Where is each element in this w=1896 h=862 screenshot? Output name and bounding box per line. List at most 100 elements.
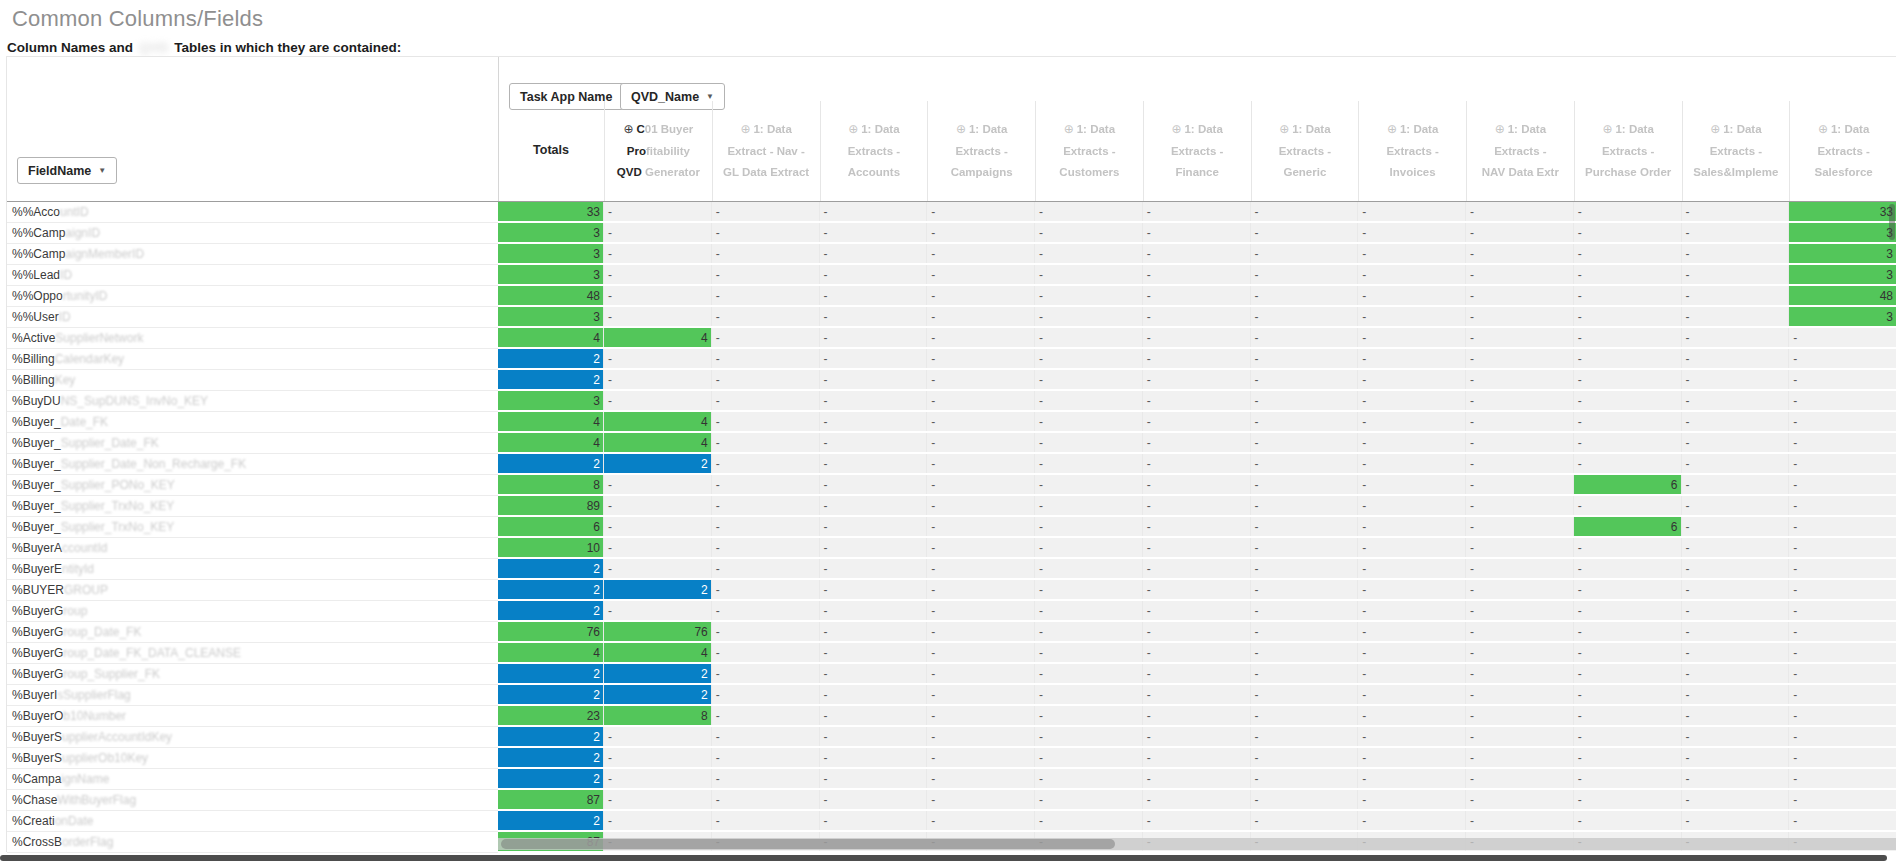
empty-cell: - <box>1143 433 1251 454</box>
fieldname-cell[interactable]: %CreationDate <box>7 811 498 832</box>
app-column-header-2[interactable]: ⊕1: DataExtract - Nav -GL Data Extract <box>712 101 820 201</box>
empty-cell: - <box>1682 454 1790 475</box>
app-column-header-3[interactable]: ⊕1: DataExtracts -Accounts <box>820 101 928 201</box>
fieldname-cell[interactable]: %%LeadID <box>7 265 498 286</box>
fieldname-cell[interactable]: %ActiveSupplierNetwork <box>7 328 498 349</box>
fieldname-cell[interactable]: %BillingCalendarKey <box>7 349 498 370</box>
empty-cell: - <box>820 244 928 265</box>
empty-cell: - <box>712 307 820 328</box>
horizontal-scrollbar-track[interactable] <box>498 838 1896 850</box>
fieldname-cell[interactable]: %BuyerGroup_Date_FK <box>7 622 498 643</box>
fieldname-visible-text: %%User <box>12 310 59 324</box>
empty-cell: - <box>1466 307 1574 328</box>
empty-cell: - <box>1143 664 1251 685</box>
app-column-header-11[interactable]: ⊕1: DataExtracts -Sales&Impleme <box>1682 101 1790 201</box>
value-cell: 76 <box>604 622 712 643</box>
fieldname-cell[interactable]: %ChaseWithBuyerFlag <box>7 790 498 811</box>
empty-cell: - <box>1035 412 1143 433</box>
empty-cell: - <box>1466 664 1574 685</box>
expand-plus-icon[interactable]: ⊕ <box>1495 122 1505 136</box>
empty-cell: - <box>1789 706 1896 727</box>
vertical-scrollbar-thumb[interactable] <box>1889 204 1895 240</box>
expand-plus-icon[interactable]: ⊕ <box>1279 122 1289 136</box>
expand-plus-icon[interactable]: ⊕ <box>1710 122 1720 136</box>
empty-cell: - <box>1251 286 1359 307</box>
fieldname-cell[interactable]: %Buyer_Supplier_TrxNo_KEY <box>7 496 498 517</box>
fieldname-cell[interactable]: %%AccountID <box>7 202 498 223</box>
app-column-header-6[interactable]: ⊕1: DataExtracts -Finance <box>1143 101 1251 201</box>
app-column-header-7[interactable]: ⊕1: DataExtracts -Generic <box>1251 101 1359 201</box>
empty-cell: - <box>927 811 1035 832</box>
horizontal-scrollbar-thumb[interactable] <box>501 839 1115 849</box>
table-row: %ActiveSupplierNetwork44----------- <box>7 328 1896 349</box>
expand-plus-icon[interactable]: ⊕ <box>848 122 858 136</box>
empty-cell: - <box>1251 685 1359 706</box>
empty-cell: - <box>820 391 928 412</box>
fieldname-cell[interactable]: %Buyer_Date_FK <box>7 412 498 433</box>
expand-plus-icon[interactable]: ⊕ <box>1171 122 1181 136</box>
empty-cell: - <box>1789 538 1896 559</box>
app-column-header-5[interactable]: ⊕1: DataExtracts -Customers <box>1035 101 1143 201</box>
empty-cell: - <box>1035 433 1143 454</box>
empty-cell: - <box>1251 727 1359 748</box>
fieldname-cell[interactable]: %Buyer_Supplier_PONo_KEY <box>7 475 498 496</box>
totals-cell: 3 <box>498 307 604 328</box>
fieldname-cell[interactable]: %BuyDUNS_SupDUNS_InvNo_KEY <box>7 391 498 412</box>
fieldname-cell[interactable]: %BuyerOb10Number <box>7 706 498 727</box>
fieldname-cell[interactable]: %%CampaignMemberID <box>7 244 498 265</box>
empty-cell: - <box>1251 769 1359 790</box>
expand-plus-icon[interactable]: ⊕ <box>1602 122 1612 136</box>
fieldname-cell[interactable]: %BuyerAccountId <box>7 538 498 559</box>
app-column-header-4[interactable]: ⊕1: DataExtracts -Campaigns <box>927 101 1035 201</box>
empty-cell: - <box>1466 265 1574 286</box>
expand-plus-icon[interactable]: ⊕ <box>1387 122 1397 136</box>
empty-cell: - <box>1574 433 1682 454</box>
app-column-header-10[interactable]: ⊕1: DataExtracts -Purchase Order <box>1574 101 1682 201</box>
expand-plus-icon[interactable]: ⊕ <box>623 122 633 136</box>
empty-cell: - <box>604 517 712 538</box>
fieldname-cell[interactable]: %BuyerSupplierOb10Key <box>7 748 498 769</box>
column-header-text: Extracts - <box>955 145 1007 157</box>
empty-cell: - <box>1682 622 1790 643</box>
value-cell: 2 <box>604 664 712 685</box>
fieldname-cell[interactable]: %%UserID <box>7 307 498 328</box>
column-header-text: 1: Data <box>1615 123 1653 135</box>
app-column-header-8[interactable]: ⊕1: DataExtracts -Invoices <box>1358 101 1466 201</box>
empty-cell: - <box>1358 454 1466 475</box>
value-cell: 4 <box>604 328 712 349</box>
fieldname-cell[interactable]: %BuyerIsSupplierFlag <box>7 685 498 706</box>
fieldname-cell[interactable]: %Buyer_Supplier_Date_FK <box>7 433 498 454</box>
fieldname-cell[interactable]: %BillingKey <box>7 370 498 391</box>
empty-cell: - <box>1466 748 1574 769</box>
expand-plus-icon[interactable]: ⊕ <box>740 122 750 136</box>
fieldname-cell[interactable]: %BUYERGROUP <box>7 580 498 601</box>
fieldname-cell[interactable]: %Buyer_Supplier_Date_Non_Recharge_FK <box>7 454 498 475</box>
expand-plus-icon[interactable]: ⊕ <box>1064 122 1074 136</box>
empty-cell: - <box>820 433 928 454</box>
fieldname-visible-text: %Buyer_ <box>12 499 61 513</box>
fieldname-cell[interactable]: %%CampaignID <box>7 223 498 244</box>
fieldname-cell[interactable]: %BuyerEntityId <box>7 559 498 580</box>
empty-cell: - <box>820 580 928 601</box>
fieldname-cell[interactable]: %BuyerSupplierAccountIdKey <box>7 727 498 748</box>
fieldname-cell[interactable]: %BuyerGroup_Date_FK_DATA_CLEANSE <box>7 643 498 664</box>
app-column-header-1[interactable]: ⊕C01 BuyerProfitabilityQVD Generator <box>604 101 712 201</box>
empty-cell: - <box>1682 412 1790 433</box>
app-column-header-9[interactable]: ⊕1: DataExtracts -NAV Data Extr <box>1466 101 1574 201</box>
app-column-header-12[interactable]: ⊕1: DataExtracts -Salesforce <box>1789 101 1896 201</box>
fieldname-cell[interactable]: %BuyerGroup <box>7 601 498 622</box>
fieldname-cell[interactable]: %CrossBorderFlag <box>7 832 498 853</box>
table-row: %BuyerGroup_Date_FK7676----------- <box>7 622 1896 643</box>
fieldname-redacted-text: roup <box>63 604 87 618</box>
fieldname-cell[interactable]: %BuyerGroup_Supplier_FK <box>7 664 498 685</box>
window-scrollbar-thumb[interactable] <box>0 855 1887 861</box>
expand-plus-icon[interactable]: ⊕ <box>956 122 966 136</box>
table-row: %%OpportunityID48-----------48 <box>7 286 1896 307</box>
fieldname-cell[interactable]: %%OpportunityID <box>7 286 498 307</box>
fieldname-cell[interactable]: %Buyer_Supplier_TrxNo_KEY <box>7 517 498 538</box>
expand-plus-icon[interactable]: ⊕ <box>1818 122 1828 136</box>
fieldname-cell[interactable]: %CampaignName <box>7 769 498 790</box>
empty-cell: - <box>712 286 820 307</box>
empty-cell: - <box>1574 559 1682 580</box>
fieldname-dropdown[interactable]: FieldName ▼ <box>17 157 117 184</box>
